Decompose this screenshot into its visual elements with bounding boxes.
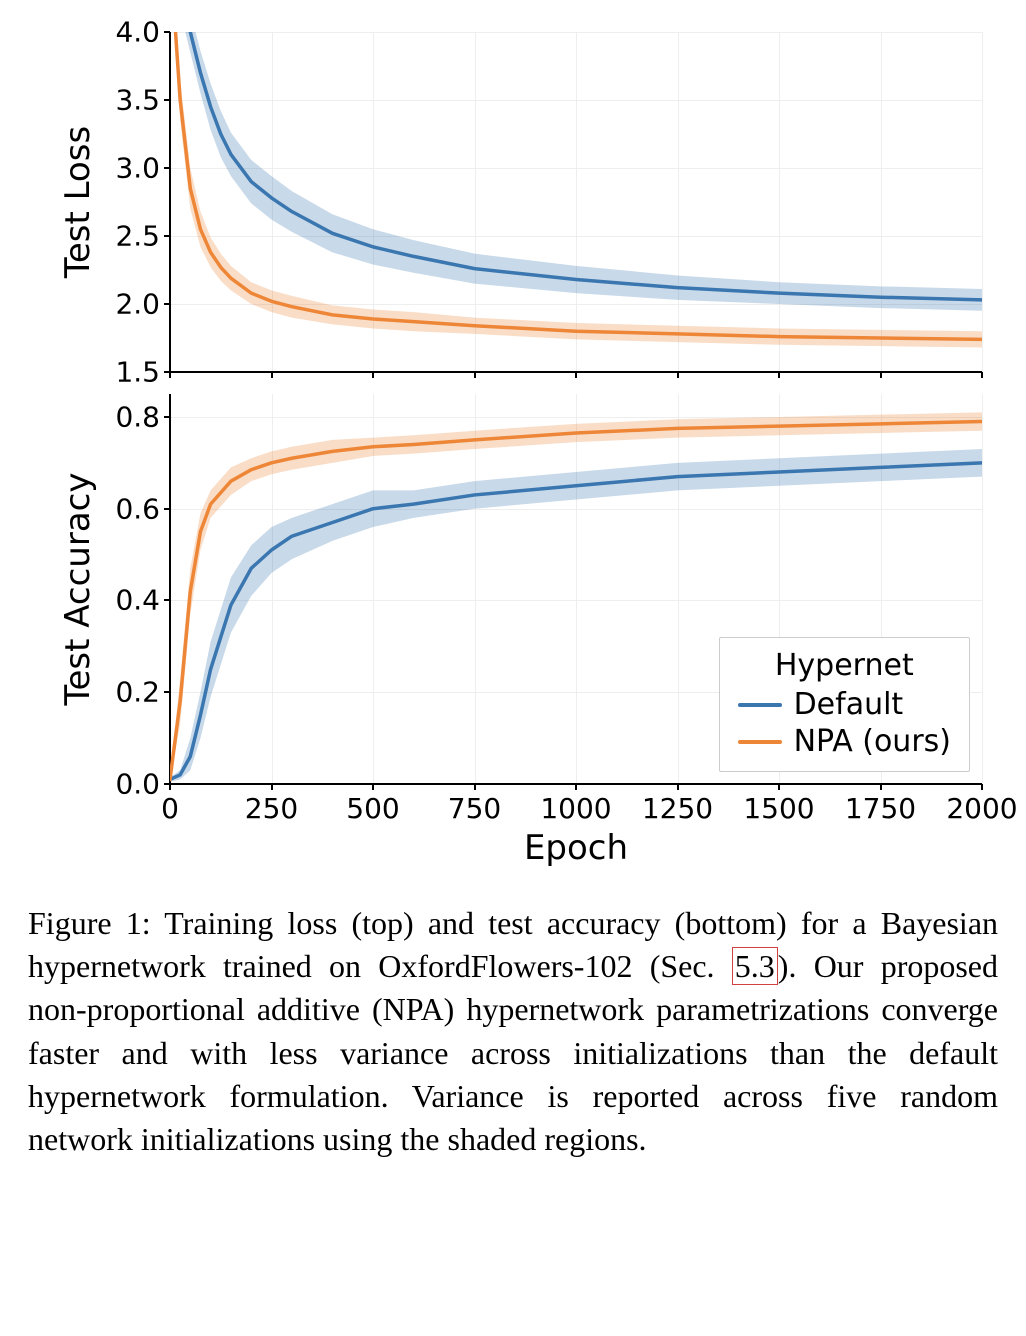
figure-page: Test Loss 1.52.02.53.03.54.0 Test Accura…: [0, 0, 1026, 1195]
xtick-label: 2000: [946, 784, 1017, 825]
legend-item-npa: NPA (ours): [738, 724, 951, 759]
xtick-mark: [778, 372, 780, 378]
ytick-label: 2.0: [115, 288, 170, 321]
xtick-label: 1500: [743, 784, 814, 825]
ytick-label: 4.0: [115, 16, 170, 49]
legend-title: Hypernet: [738, 648, 951, 683]
ylabel-top: Test Loss: [58, 126, 98, 278]
ytick-label: 0.8: [115, 400, 170, 433]
caption-label: Figure 1:: [28, 905, 151, 941]
xtick-label: 1750: [845, 784, 916, 825]
ytick-label: 1.5: [115, 356, 170, 389]
figure-region: Test Loss 1.52.02.53.03.54.0 Test Accura…: [0, 0, 1026, 878]
gridline-v: [982, 32, 983, 372]
confidence-band: [170, 0, 982, 311]
figure-caption: Figure 1: Training loss (top) and test a…: [0, 878, 1026, 1195]
xtick-mark: [271, 372, 273, 378]
series-svg-top: [170, 32, 982, 372]
xtick-label: 500: [346, 784, 399, 825]
ytick-label: 0.0: [115, 768, 170, 801]
chart-test-accuracy: Test Accuracy Epoch Hypernet Default NPA…: [20, 394, 1006, 878]
xtick-mark: [981, 372, 983, 378]
legend-item-default: Default: [738, 687, 951, 722]
xtick-label: 750: [448, 784, 501, 825]
gridline-v: [982, 394, 983, 784]
ylabel-bottom: Test Accuracy: [58, 473, 98, 706]
xtick-mark: [575, 372, 577, 378]
xtick-label: 250: [245, 784, 298, 825]
xtick-mark: [880, 372, 882, 378]
legend: Hypernet Default NPA (ours): [719, 637, 970, 772]
legend-swatch-npa: [738, 740, 782, 744]
ytick-label: 0.4: [115, 584, 170, 617]
ytick-label: 2.5: [115, 220, 170, 253]
xtick-label: 1000: [540, 784, 611, 825]
chart-test-loss: Test Loss 1.52.02.53.03.54.0: [20, 20, 1006, 380]
plot-area-top: Test Loss 1.52.02.53.03.54.0: [170, 32, 982, 372]
ytick-label: 0.2: [115, 676, 170, 709]
xtick-label: 1250: [642, 784, 713, 825]
ytick-label: 3.5: [115, 84, 170, 117]
series-line: [170, 0, 982, 300]
xtick-mark: [474, 372, 476, 378]
plot-area-bottom: Test Accuracy Epoch Hypernet Default NPA…: [170, 394, 982, 784]
legend-label-default: Default: [794, 687, 904, 722]
legend-swatch-default: [738, 703, 782, 707]
ytick-label: 3.0: [115, 152, 170, 185]
ytick-label: 0.6: [115, 492, 170, 525]
section-ref-link[interactable]: 5.3: [732, 947, 778, 985]
xtick-mark: [677, 372, 679, 378]
legend-label-npa: NPA (ours): [794, 724, 951, 759]
xtick-mark: [372, 372, 374, 378]
